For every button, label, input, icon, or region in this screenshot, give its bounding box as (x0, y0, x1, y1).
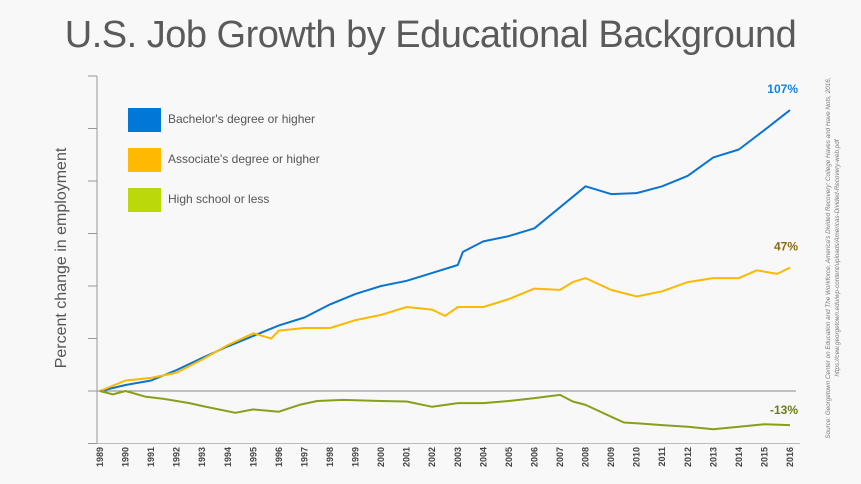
y-axis-label: Percent change in employment (53, 147, 70, 368)
x-tick-label: 2010 (632, 447, 642, 467)
labels: Bachelor's degree or higher 107% Associate… (128, 82, 798, 417)
x-tick-label: 2012 (683, 447, 693, 467)
x-tick-label: 1999 (351, 447, 361, 467)
x-tick-label: 2008 (581, 447, 591, 467)
x-tick-label: 2015 (759, 447, 769, 467)
x-tick-label: 2007 (555, 447, 565, 467)
end-value-label: -13% (770, 403, 798, 417)
x-tick-label: 2004 (478, 447, 488, 467)
source-line-2: https://cew.georgetown.edu/wp-content/up… (834, 138, 841, 376)
series-line (99, 390, 791, 431)
end-value-label: 47% (774, 240, 798, 254)
x-tick-label: 2001 (402, 447, 412, 467)
legend-label: Associate's degree or higher (168, 152, 320, 166)
x-tick-label: 1998 (325, 447, 335, 467)
x-tick-label: 1991 (146, 447, 156, 467)
x-tick-label: 1994 (223, 447, 233, 467)
legend-swatch (128, 148, 161, 172)
x-tick-label: 2000 (376, 447, 386, 467)
series-line (99, 266, 791, 392)
x-tick-label: 1995 (248, 447, 258, 467)
x-tick-label: 1996 (274, 447, 284, 467)
legend-swatch (128, 108, 161, 132)
chart-title: U.S. Job Growth by Educational Backgroun… (64, 14, 797, 56)
x-tick-label: 2014 (734, 447, 744, 467)
end-value-label: 107% (767, 82, 798, 96)
x-tick-label: 2003 (453, 447, 463, 467)
x-tick-label: 1993 (197, 447, 207, 467)
x-tick-label: 1997 (299, 447, 309, 467)
source-note: Source: Georgetown Center on Education a… (825, 77, 841, 438)
x-tick-label: 2013 (708, 447, 718, 467)
legend-label: High school or less (168, 192, 269, 206)
x-tick-label: 1989 (95, 447, 105, 467)
legend-label: Bachelor's degree or higher (168, 112, 315, 126)
x-tick-label: 2005 (504, 447, 514, 467)
x-tick-label: 2006 (529, 447, 539, 467)
axes: 1989 1990 1991 1992 1993 1994 1995 1996 1997 1998… (88, 75, 800, 467)
x-tick-label: 1992 (172, 447, 182, 467)
x-tick-label: 2016 (785, 447, 795, 467)
series-lines (99, 109, 791, 431)
x-tick-label: 2009 (606, 447, 616, 467)
x-tick-label: 1990 (121, 447, 131, 467)
legend-swatch (128, 188, 161, 212)
x-tick-label: 2011 (657, 447, 667, 467)
x-tick-label: 2002 (427, 447, 437, 467)
source-line-1: Source: Georgetown Center on Education a… (825, 77, 832, 438)
